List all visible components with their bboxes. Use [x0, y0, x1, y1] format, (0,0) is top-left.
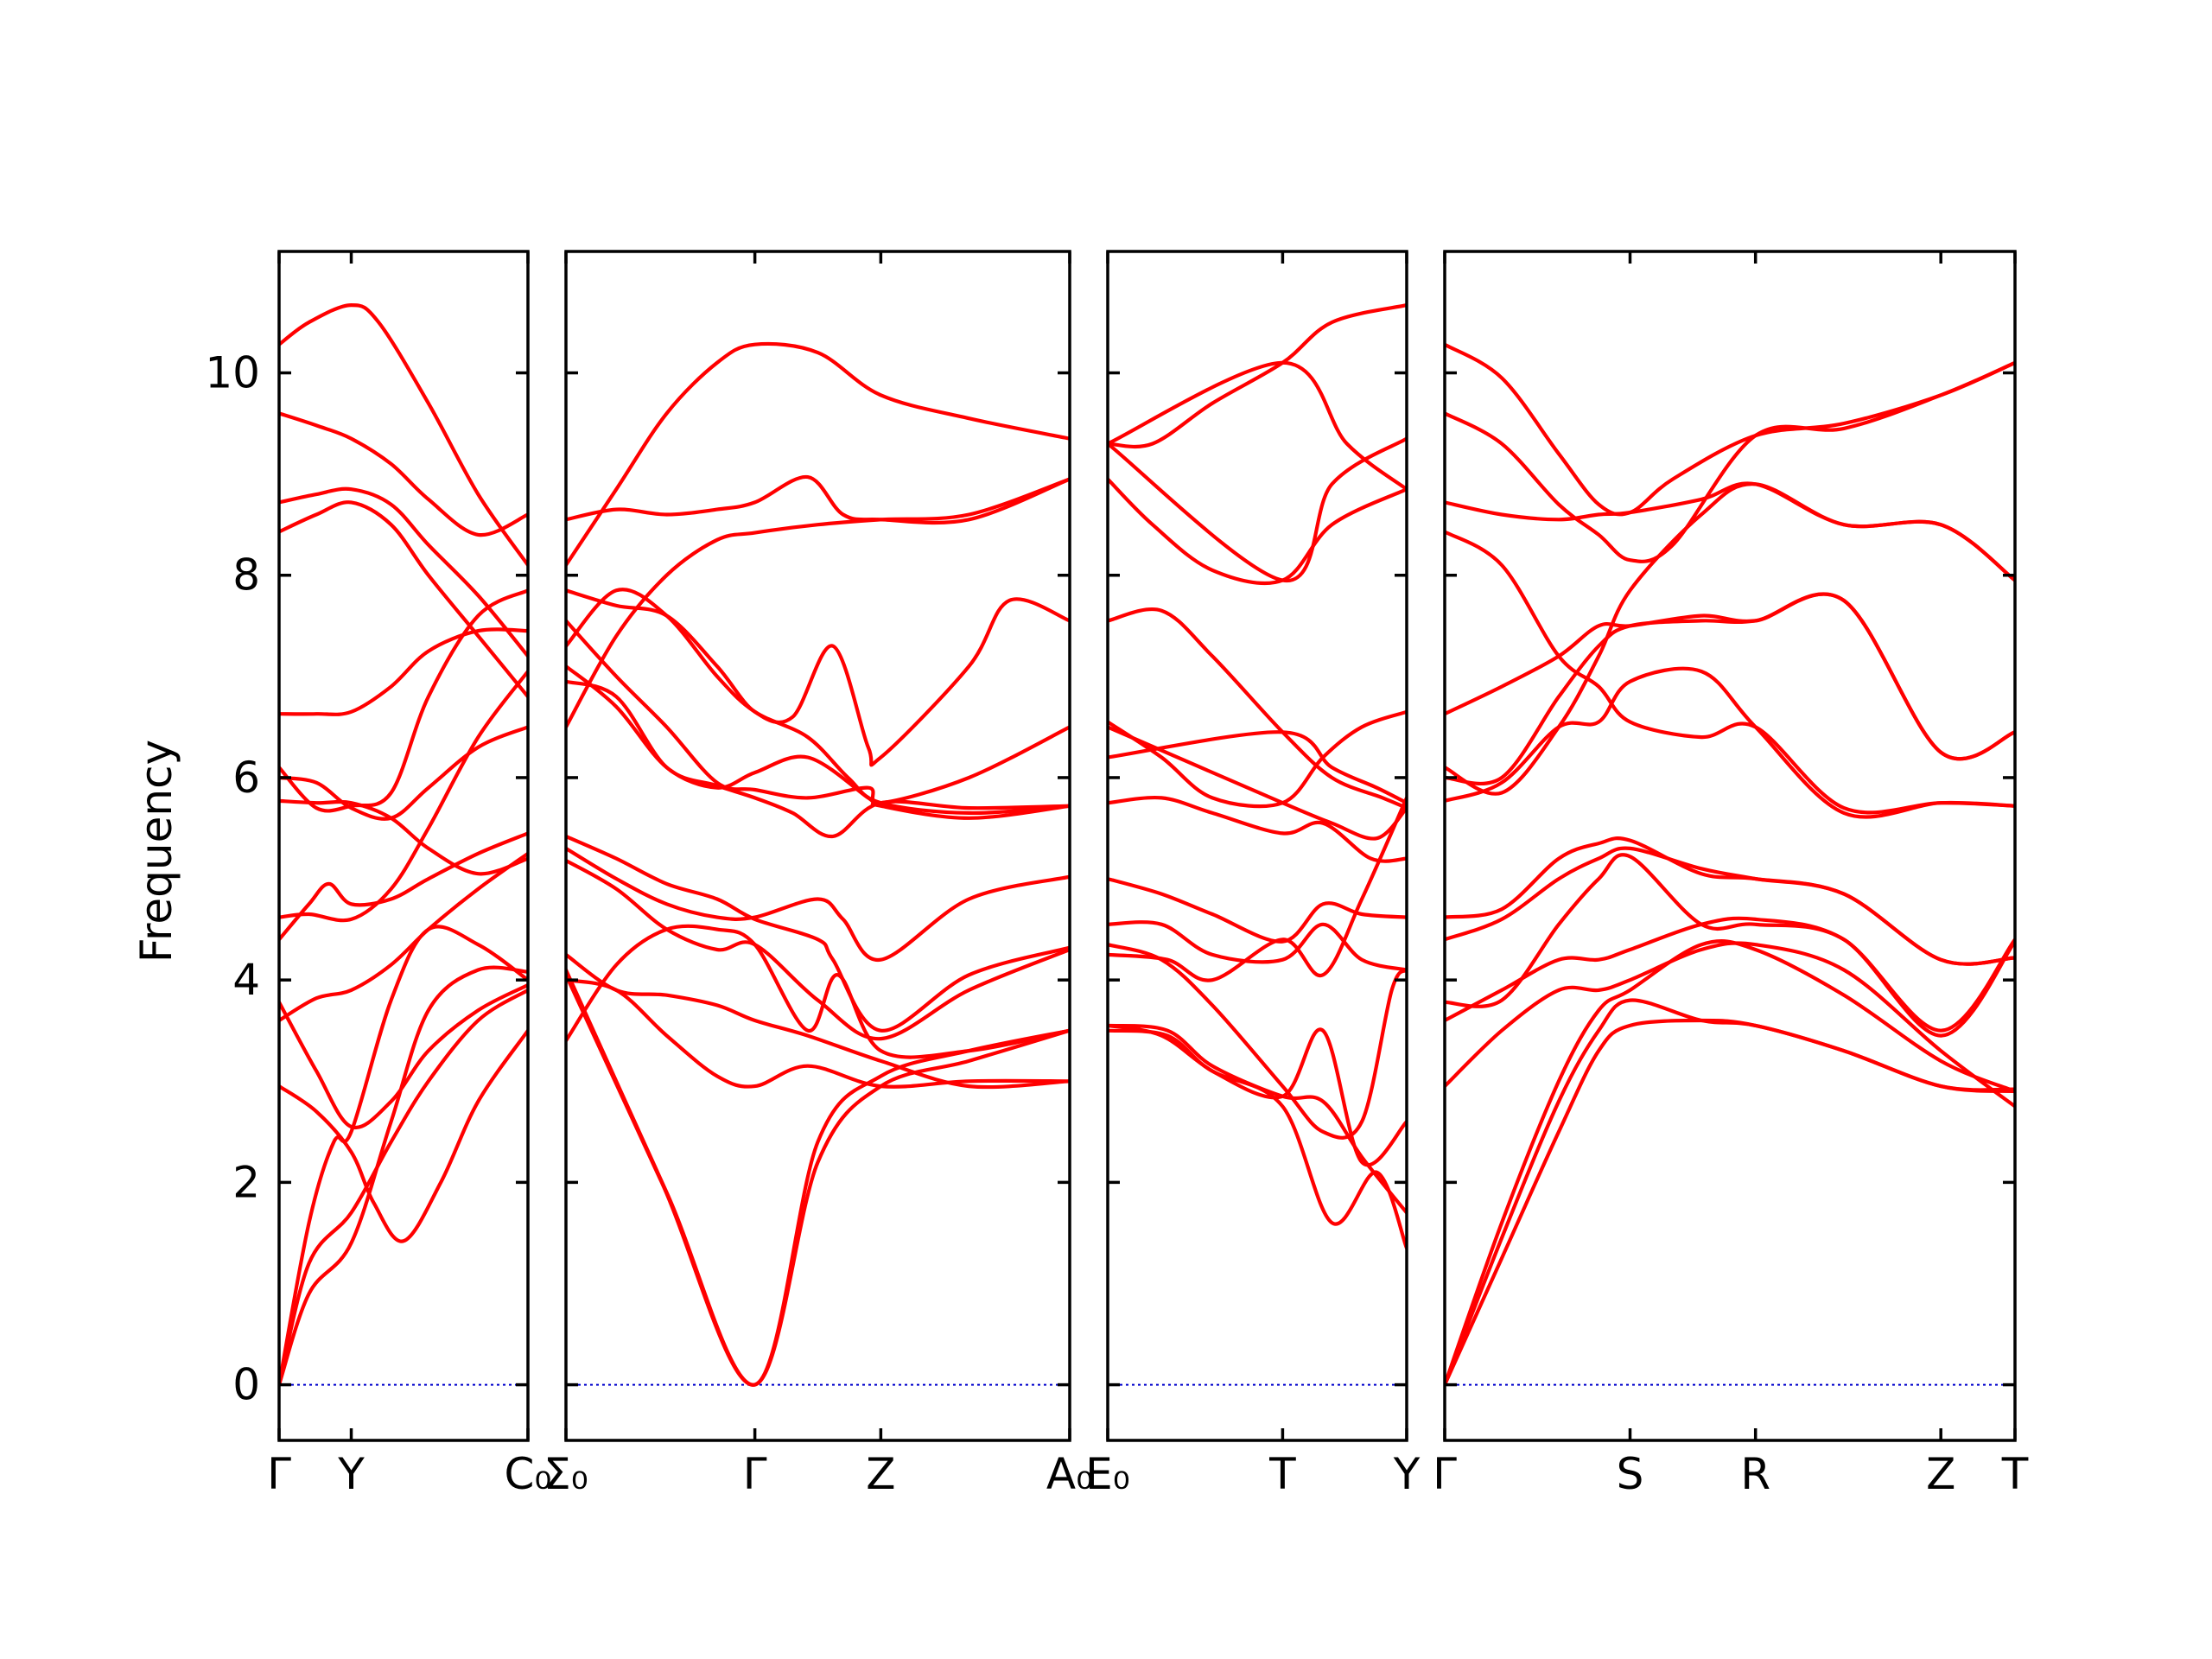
band-line-p1-4 [279, 500, 528, 699]
band-line-p2-11 [566, 858, 1070, 1041]
band-line-p3-11 [1108, 1027, 1407, 1167]
panel-frame [1106, 250, 1408, 1442]
band-line-p1-15 [279, 965, 528, 1387]
y-tick-label: 10 [205, 348, 260, 398]
band-line-p1-14 [279, 925, 528, 1387]
band-line-p3-14 [1108, 730, 1407, 805]
k-point-label: Y [337, 1449, 365, 1499]
band-line-p3-13 [1108, 725, 1407, 841]
y-tick-label: 8 [232, 550, 260, 601]
band-line-p3-7 [1108, 920, 1407, 972]
band-line-p2-2 [566, 474, 1070, 525]
band-line-p3-9 [1108, 1023, 1407, 1250]
band-series-group [1445, 342, 2015, 1387]
band-line-p1-10 [279, 831, 528, 942]
band-line-p4-2 [1445, 360, 2015, 563]
y-tick-label: 6 [232, 753, 260, 803]
band-line-p2-5 [566, 664, 1070, 820]
band-line-p4-14 [1445, 938, 2015, 1387]
k-point-label: Γ [267, 1449, 291, 1499]
panel-p1: 0 2 4 6 8 10 Γ Y C₀ [205, 250, 552, 1499]
band-line-p1-13 [279, 1028, 528, 1243]
k-point-label: R [1740, 1449, 1770, 1499]
band-line-p4-1 [1445, 342, 2015, 517]
band-line-p1-16 [279, 988, 528, 1387]
y-tick-label: 2 [232, 1157, 260, 1207]
band-line-p2-7 [566, 679, 1070, 839]
k-point-label: Σ₀ [543, 1449, 588, 1499]
band-line-p1-7 [279, 725, 528, 821]
band-line-p3-2 [1108, 477, 1407, 586]
k-point-label: Y [1393, 1449, 1421, 1499]
band-line-p2-12 [566, 924, 1070, 1059]
band-line-p1-9 [279, 669, 528, 923]
band-line-p4-16 [1445, 1018, 2015, 1387]
k-point-label: Z [866, 1449, 895, 1499]
band-line-p4-10 [1445, 846, 2015, 966]
band-line-p2-1 [566, 341, 1070, 568]
y-tick-label: 4 [232, 955, 260, 1005]
y-axis-label: Frequency [131, 740, 181, 963]
band-series-group [566, 341, 1070, 1387]
band-line-p4-11 [1445, 916, 2015, 1033]
panel-frame [564, 250, 1071, 1442]
band-line-p2-4 [566, 619, 1070, 805]
band-line-p3-4 [1108, 709, 1407, 809]
band-line-p4-8 [1445, 666, 2015, 819]
band-line-p2-8 [566, 588, 1070, 816]
band-line-p3-16 [1108, 360, 1407, 492]
panel-frame [277, 250, 530, 1442]
k-point-label: Γ [743, 1449, 767, 1499]
band-line-p2-16 [566, 968, 1070, 1387]
band-line-p3-12 [1108, 796, 1407, 982]
band-line-p2-6 [566, 477, 1070, 729]
band-line-p4-4 [1445, 530, 2015, 815]
k-point-label: Z [1926, 1449, 1955, 1499]
band-line-p4-5 [1445, 592, 2015, 761]
band-line-p3-6 [1108, 877, 1407, 944]
panel-frame [1443, 250, 2017, 1442]
band-line-p2-15 [566, 973, 1070, 1387]
band-line-p1-12 [279, 982, 528, 1130]
band-line-p1-2 [279, 411, 528, 537]
band-series-group [279, 303, 528, 1387]
band-line-p1-8 [279, 798, 528, 876]
k-point-label: C₀ [505, 1449, 552, 1499]
band-line-p1-6 [279, 588, 528, 813]
band-line-p3-3 [1108, 607, 1407, 810]
band-line-p1-5 [279, 627, 528, 716]
band-line-p1-3 [279, 486, 528, 658]
k-point-label: T [1268, 1449, 1296, 1499]
k-point-label: S [1617, 1449, 1644, 1499]
band-line-p2-14 [566, 978, 1070, 1089]
band-line-p4-13 [1445, 941, 2015, 1109]
band-line-p4-6 [1445, 482, 2015, 796]
k-point-label: A₀ [1046, 1449, 1093, 1499]
band-line-p2-9 [566, 846, 1070, 962]
y-tick-label: 0 [232, 1360, 260, 1410]
band-line-p4-3 [1445, 481, 2015, 582]
band-line-p1-1 [279, 303, 528, 568]
band-line-p4-12 [1445, 853, 2015, 1038]
band-line-p2-10 [566, 834, 1070, 1033]
k-point-label: E₀ [1085, 1449, 1130, 1499]
band-line-p3-1 [1108, 303, 1407, 449]
band-series-group [1108, 303, 1407, 1250]
k-point-label: Γ [1433, 1449, 1457, 1499]
band-line-p3-15 [1108, 436, 1407, 582]
band-line-p1-11 [279, 851, 528, 1023]
band-line-p3-8 [1108, 943, 1407, 1140]
k-point-label: T [2001, 1449, 2029, 1499]
band-line-p3-5 [1108, 795, 1407, 863]
band-line-p4-7 [1445, 592, 2015, 786]
panel-p3: E₀ T Y [1085, 250, 1421, 1499]
band-line-p2-13 [566, 952, 1070, 1090]
panel-p2: Σ₀ Γ Z A₀ [543, 250, 1093, 1499]
